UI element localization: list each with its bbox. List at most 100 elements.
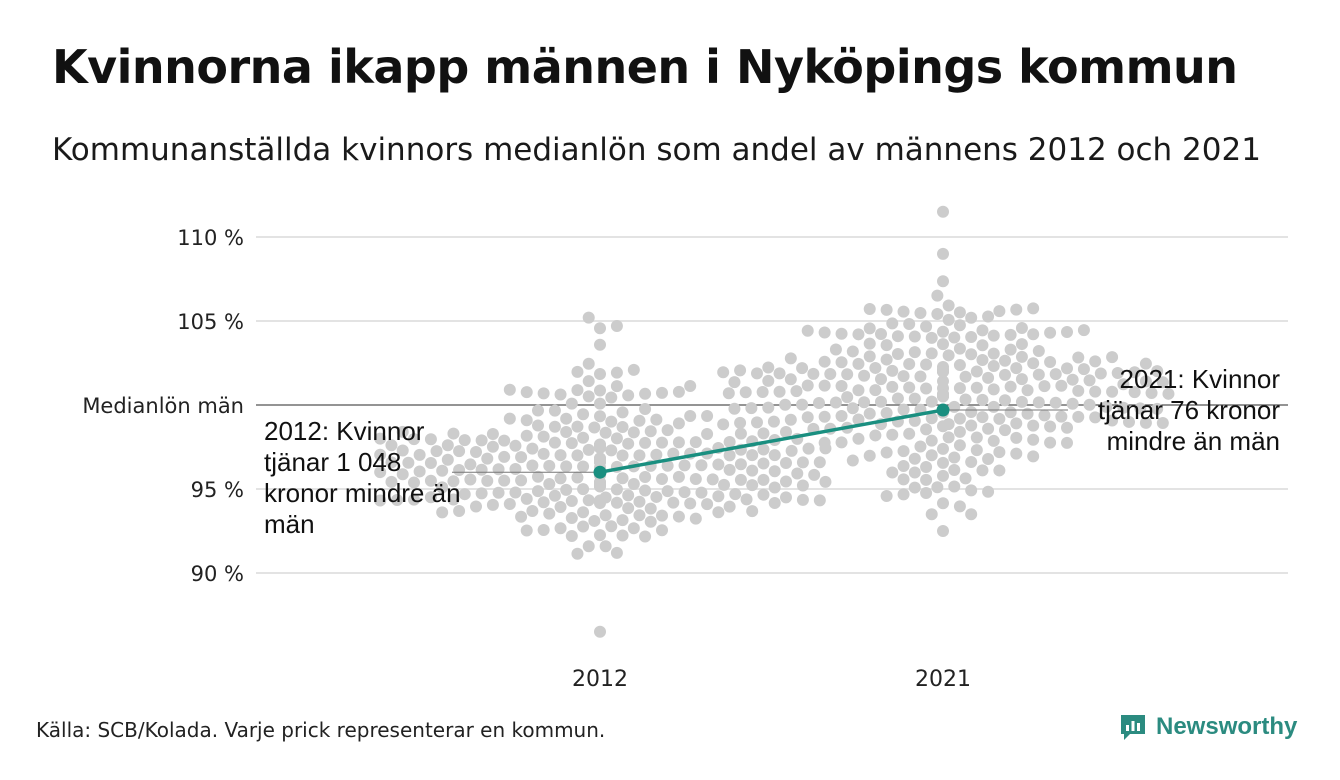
municipality-dot: [993, 305, 1006, 318]
municipality-dot: [526, 442, 539, 455]
municipality-dot: [1128, 366, 1141, 379]
municipality-dot: [729, 488, 742, 501]
municipality-dot: [886, 466, 899, 479]
municipality-dot: [565, 397, 578, 410]
municipality-dot: [374, 432, 387, 445]
municipality-dot: [993, 464, 1006, 477]
municipality-dot: [689, 436, 702, 449]
municipality-dot: [846, 454, 859, 467]
municipality-dot: [897, 370, 910, 383]
municipality-dot: [548, 436, 561, 449]
municipality-dot: [891, 392, 904, 405]
municipality-dot: [869, 384, 882, 397]
municipality-dot: [644, 425, 657, 438]
municipality-dot: [999, 424, 1011, 437]
municipality-dot: [537, 387, 550, 400]
y-tick-label: 105 %: [177, 310, 244, 334]
municipality-dot: [520, 429, 533, 442]
municipality-dot: [886, 380, 899, 393]
municipality-dot: [982, 310, 995, 323]
municipality-dot: [1027, 433, 1040, 446]
municipality-dot: [1038, 409, 1051, 422]
municipality-dot: [616, 406, 629, 419]
municipality-dot: [706, 473, 719, 486]
municipality-dot: [594, 625, 606, 638]
municipality-dot: [1044, 355, 1057, 368]
municipality-dot: [829, 396, 842, 409]
municipality-dot: [863, 337, 876, 350]
municipality-dot: [970, 381, 983, 394]
municipality-dot: [1049, 396, 1062, 409]
municipality-dot: [616, 514, 629, 527]
municipality-dot: [656, 436, 668, 449]
municipality-dot: [818, 436, 831, 449]
municipality-dot: [622, 502, 635, 515]
municipality-dot: [424, 456, 437, 469]
municipality-dot: [982, 371, 995, 384]
municipality-dot: [627, 522, 640, 535]
municipality-dot: [937, 375, 949, 388]
municipality-dot: [436, 506, 449, 519]
municipality-dot: [481, 452, 494, 465]
municipality-dot: [571, 547, 584, 560]
municipality-dot: [858, 369, 871, 382]
municipality-dot: [644, 502, 657, 515]
municipality-dot: [650, 413, 663, 426]
municipality-dot: [1139, 416, 1152, 429]
municipality-dot: [560, 460, 573, 473]
municipality-dot: [498, 434, 511, 447]
municipality-dot: [953, 412, 966, 425]
municipality-dot: [948, 331, 961, 344]
municipality-dot: [633, 449, 646, 462]
municipality-dot: [1089, 385, 1102, 398]
municipality-dot: [1027, 302, 1040, 315]
municipality-dot: [571, 449, 584, 462]
municipality-dot: [594, 338, 606, 351]
municipality-dot: [571, 420, 584, 433]
municipality-dot: [594, 322, 606, 335]
municipality-dot: [903, 358, 916, 371]
municipality-dot: [374, 448, 387, 461]
municipality-dot: [701, 498, 714, 511]
municipality-dot: [953, 500, 966, 513]
municipality-dot: [577, 520, 590, 533]
municipality-dot: [424, 491, 437, 504]
municipality-dot: [672, 510, 685, 523]
municipality-dot: [509, 463, 522, 476]
municipality-dot: [1139, 357, 1152, 370]
municipality-dot: [937, 247, 949, 260]
municipality-dot: [577, 408, 590, 421]
municipality-dot: [970, 431, 983, 444]
municipality-dot: [982, 422, 995, 435]
municipality-dot: [1106, 351, 1119, 364]
municipality-dot: [1077, 324, 1090, 337]
municipality-dot: [757, 488, 770, 501]
municipality-dot: [605, 415, 618, 428]
annotation-2012: 2012: Kvinnor tjänar 1 048 kronor mindre…: [264, 416, 461, 539]
municipality-dot: [723, 500, 736, 513]
municipality-dot: [453, 505, 466, 518]
municipality-dot: [661, 424, 674, 437]
municipality-dot: [1145, 387, 1158, 400]
municipality-dot: [914, 306, 927, 319]
municipality-dot: [447, 427, 460, 440]
municipality-dot: [594, 497, 606, 510]
municipality-dot: [987, 360, 1000, 373]
municipality-dot: [987, 329, 1000, 342]
municipality-dot: [948, 464, 961, 477]
reference-line-label: Medianlön män: [82, 394, 244, 418]
municipality-dot: [734, 473, 747, 486]
municipality-dot: [1111, 366, 1124, 379]
municipality-dot: [1072, 351, 1085, 364]
municipality-dot: [953, 319, 966, 332]
municipality-dot: [717, 366, 730, 379]
municipality-dot: [1061, 362, 1073, 375]
municipality-dot: [712, 490, 725, 503]
municipality-dot: [689, 472, 702, 485]
municipality-dot: [453, 463, 466, 476]
municipality-dot: [678, 486, 691, 499]
municipality-dot: [588, 514, 601, 527]
municipality-dot: [925, 434, 938, 447]
municipality-dot: [565, 512, 578, 525]
municipality-dot: [920, 382, 933, 395]
